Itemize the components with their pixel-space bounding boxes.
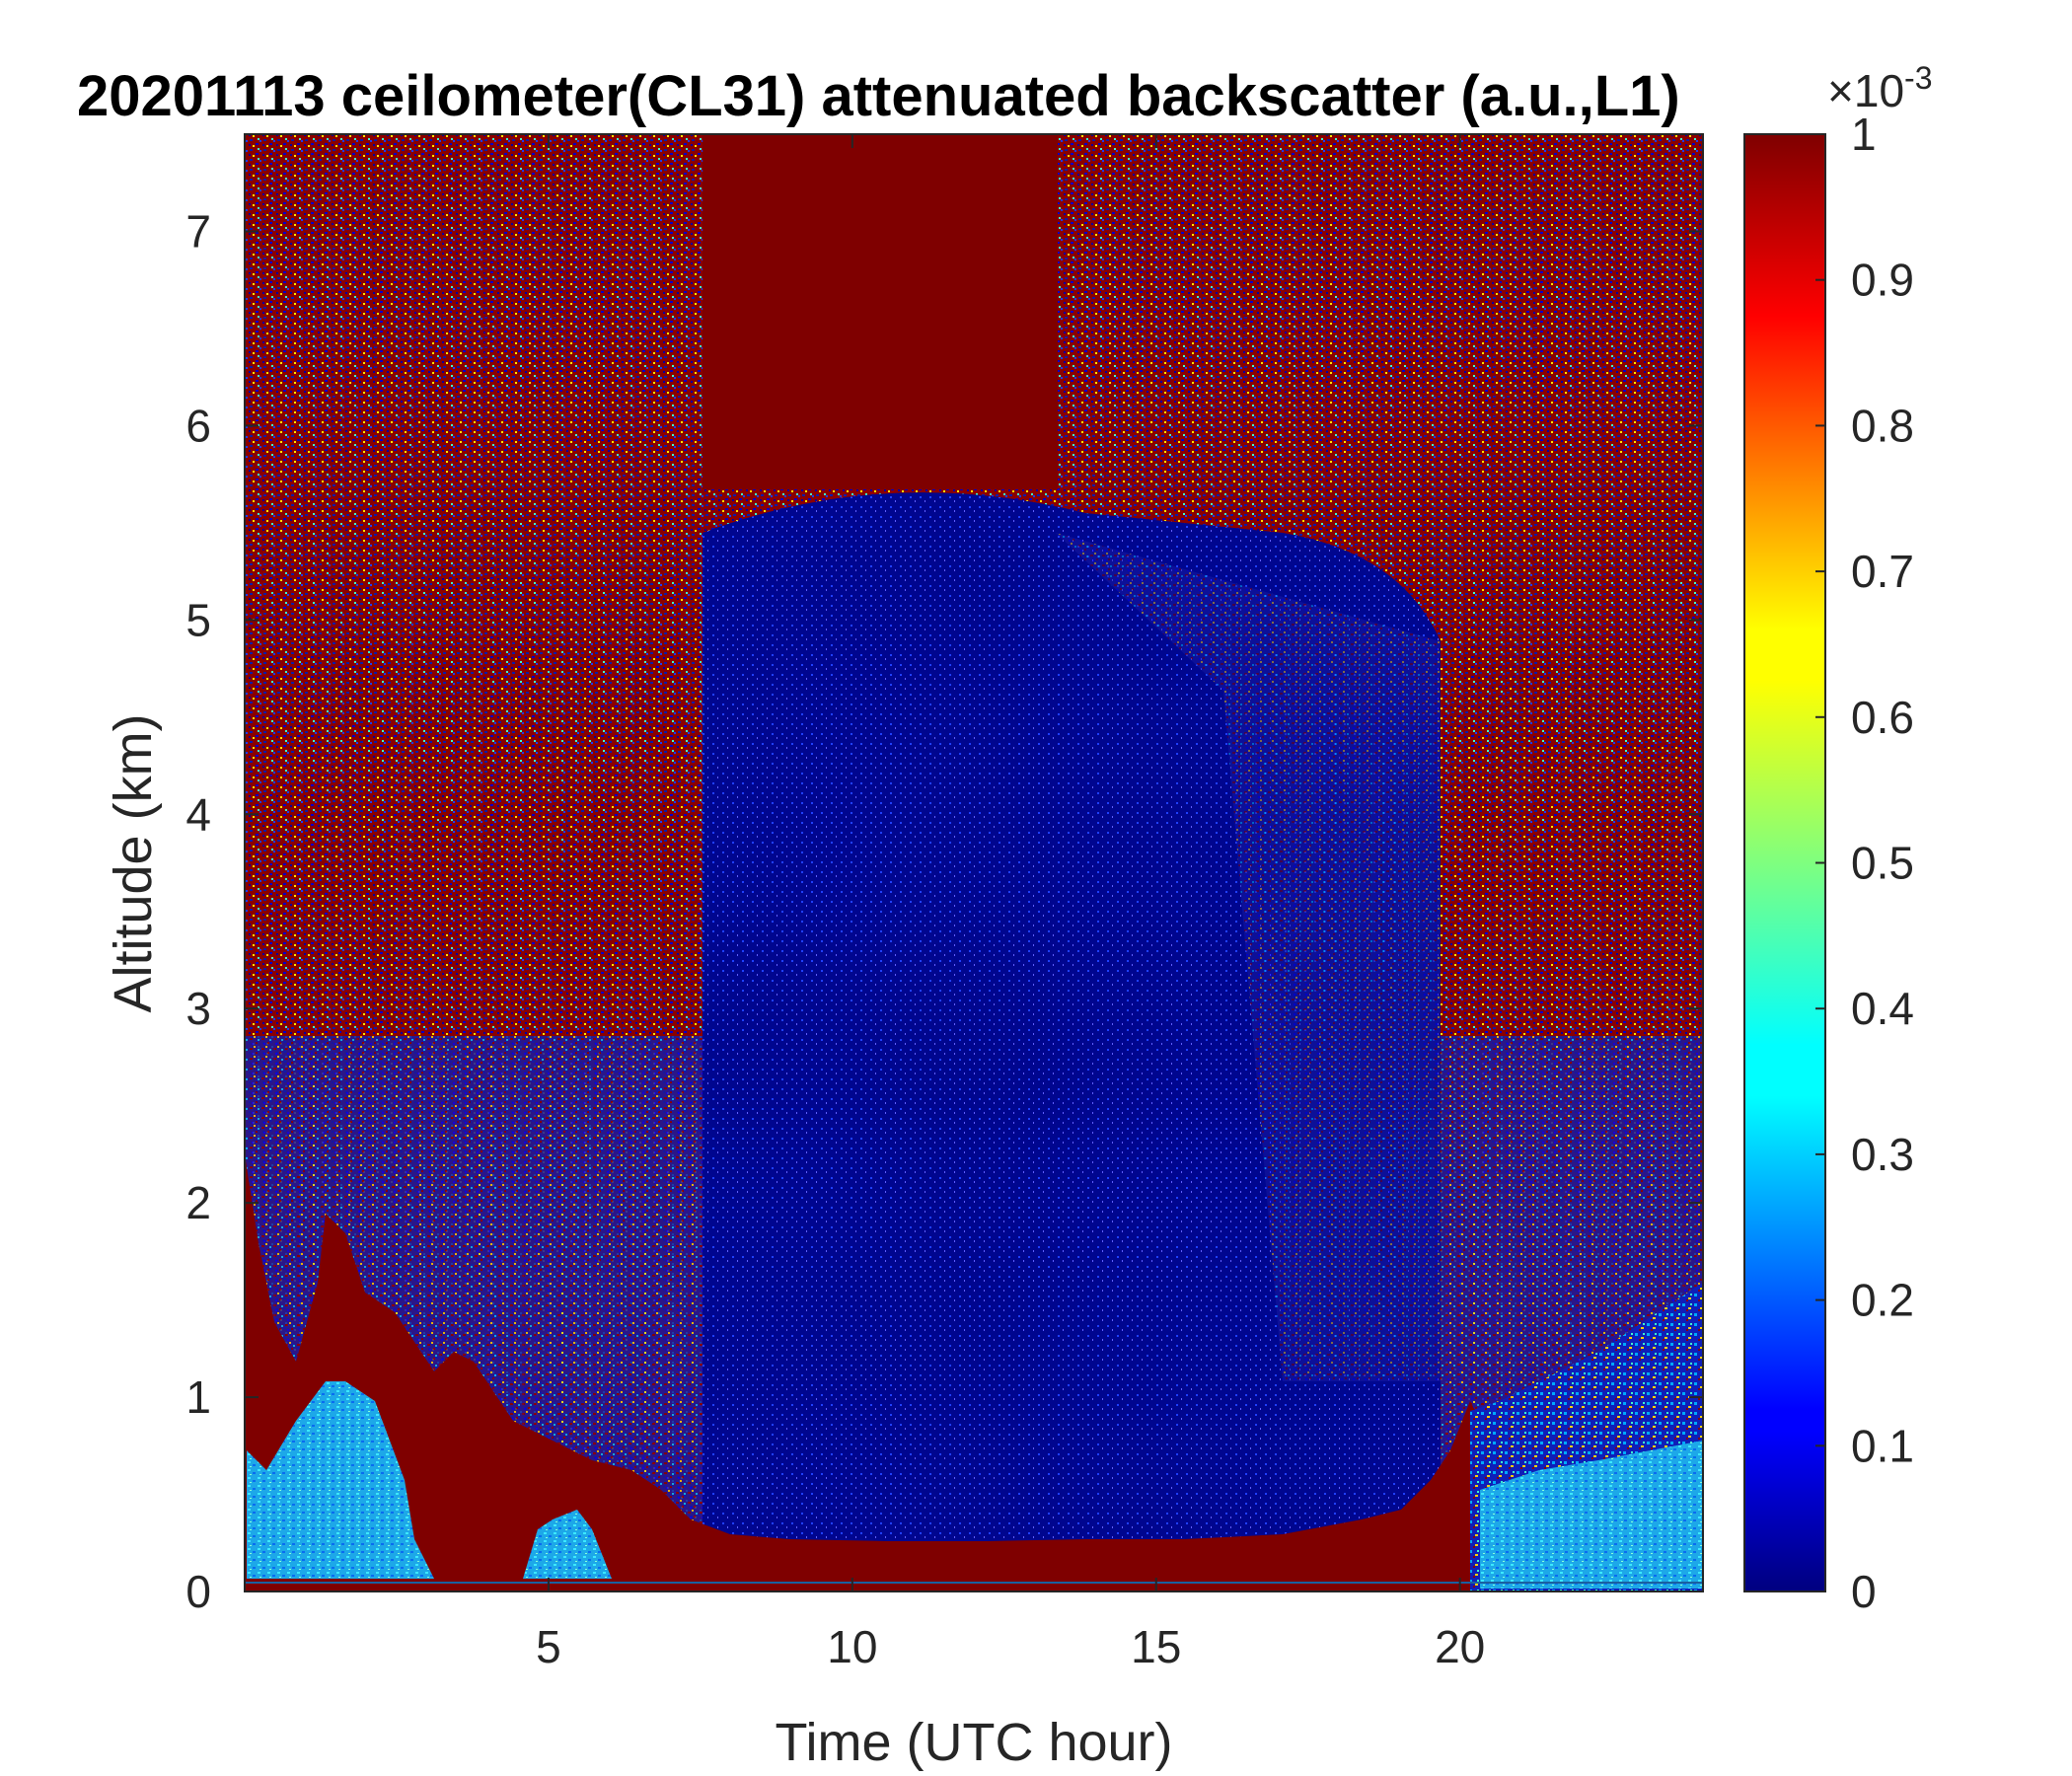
low-level-aerosol-left xyxy=(247,1381,434,1579)
y-tick-label: 0 xyxy=(185,1566,211,1617)
saturated-block-aloft xyxy=(703,134,1058,489)
colorbar-exponent-power: -3 xyxy=(1904,60,1932,96)
x-tick-label: 15 xyxy=(1131,1621,1181,1672)
colorbar-tick-label: 0.4 xyxy=(1851,983,1914,1034)
y-tick-label: 5 xyxy=(185,594,211,645)
x-tick-label: 10 xyxy=(827,1621,877,1672)
clear-air-fringe xyxy=(1056,533,1441,1381)
boundary-layer-echo xyxy=(245,1154,1490,1591)
colorbar: 0 0.1 0.2 0.3 0.4 0.5 0.6 0.7 0.8 0.9 1 ×10-3 xyxy=(1743,60,1932,1617)
colorbar-tick-label: 0.5 xyxy=(1851,838,1914,889)
y-tick-label: 3 xyxy=(185,983,211,1034)
colorbar-tick-label: 1 xyxy=(1851,109,1877,160)
colorbar-tick-label: 0.9 xyxy=(1851,255,1914,306)
x-tick-label: 5 xyxy=(536,1621,561,1672)
x-axis-label: Time (UTC hour) xyxy=(775,1713,1172,1772)
colorbar-tick-label: 0.2 xyxy=(1851,1275,1914,1326)
chart-title: 20201113 ceilometer(CL31) attenuated bac… xyxy=(77,64,1680,128)
y-tick-label: 2 xyxy=(185,1177,211,1228)
colorbar-exponent-base: ×10 xyxy=(1827,65,1904,116)
y-axis-label: Altitude (km) xyxy=(104,713,163,1012)
colorbar-ticks: 0 0.1 0.2 0.3 0.4 0.5 0.6 0.7 0.8 0.9 1 xyxy=(1815,109,1914,1617)
colorbar-tick-label: 0.7 xyxy=(1851,546,1914,597)
low-level-aerosol-right xyxy=(1480,1441,1703,1589)
colorbar-tick-label: 0.3 xyxy=(1851,1129,1914,1180)
colorbar-gradient xyxy=(1743,133,1826,1592)
y-axis: 0 1 2 3 4 5 6 7 xyxy=(185,205,1703,1617)
x-axis: 5 10 15 20 xyxy=(536,134,1485,1672)
low-level-aerosol-mid xyxy=(523,1510,612,1579)
plot-frame xyxy=(244,133,1704,1592)
y-tick-label: 1 xyxy=(185,1371,211,1423)
y-tick-label: 6 xyxy=(185,400,211,451)
heatmap-field xyxy=(245,134,1703,1591)
y-tick-label: 4 xyxy=(185,788,211,840)
colorbar-tick-label: 0.1 xyxy=(1851,1420,1914,1471)
colorbar-tick-label: 0.8 xyxy=(1851,400,1914,451)
y-tick-label: 7 xyxy=(185,205,211,257)
colorbar-exponent: ×10-3 xyxy=(1827,60,1932,116)
x-tick-label: 20 xyxy=(1435,1621,1485,1672)
colorbar-tick-label: 0 xyxy=(1851,1566,1877,1617)
colorbar-tick-label: 0.6 xyxy=(1851,692,1914,743)
